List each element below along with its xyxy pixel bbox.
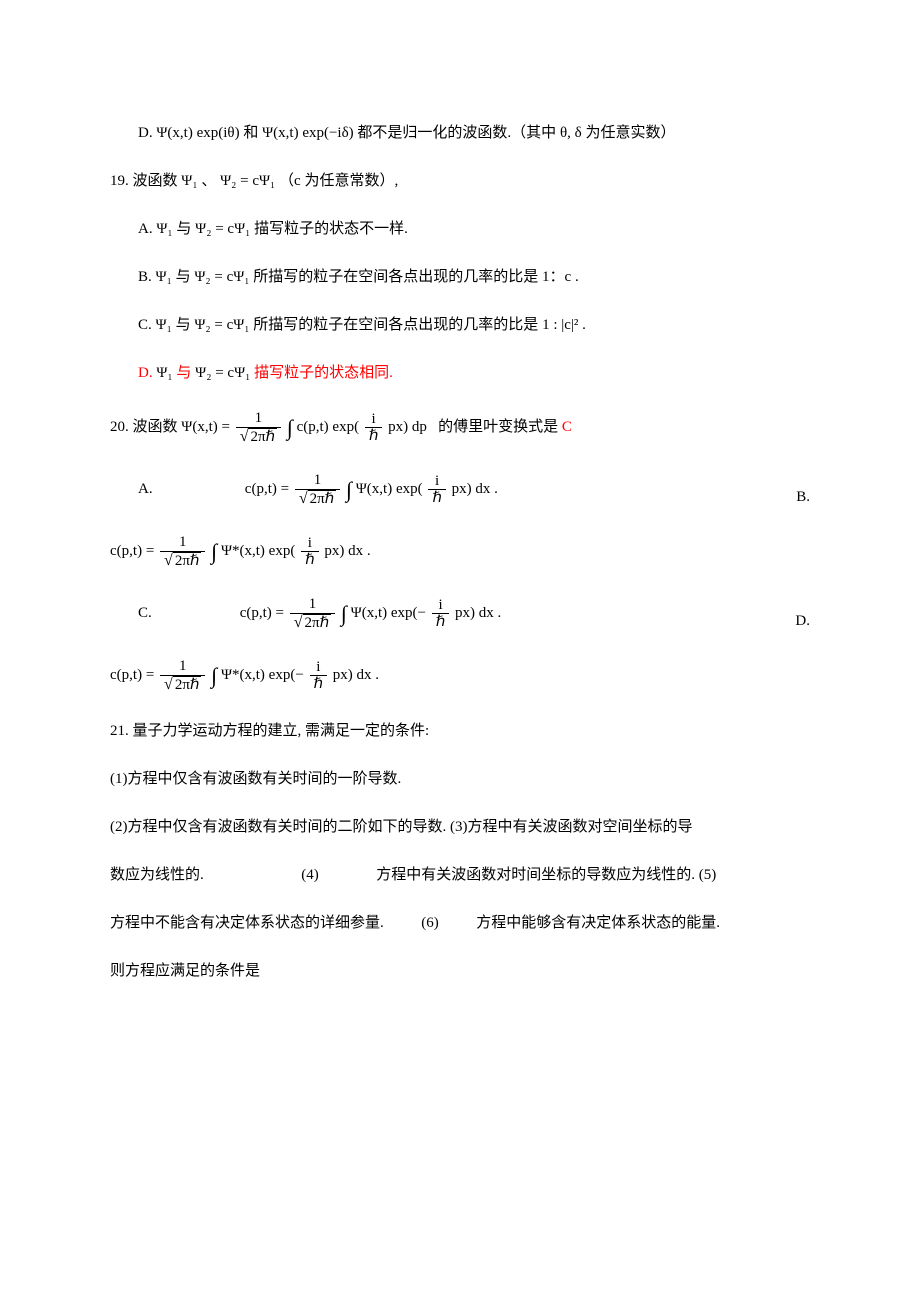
psi: Ψ₂ = cΨ₁	[194, 269, 249, 285]
denominator: ℏ	[365, 427, 383, 445]
expr: Ψ(x,t) exp(−iδ)	[262, 125, 354, 141]
text: 与	[176, 317, 195, 333]
psi: Ψ₁	[156, 221, 172, 237]
q21-tail: 则方程应满足的条件是	[110, 956, 810, 986]
q19-option-b: B. Ψ₁ 与 Ψ₂ = cΨ₁ 所描写的粒子在空间各点出现的几率的比是 1：c…	[110, 262, 810, 292]
vars: θ, δ	[560, 125, 582, 141]
denominator: 2πℏ	[236, 427, 281, 446]
prev-question-option-d: D. Ψ(x,t) exp(iθ) 和 Ψ(x,t) exp(−iδ) 都不是归…	[110, 118, 810, 148]
q21-cond-1: (1)方程中仅含有波函数有关时间的一阶导数.	[110, 764, 810, 794]
opt-label: D.	[138, 365, 156, 381]
psi2c: Ψ₂ = cΨ₁	[220, 173, 275, 189]
psi: Ψ₁	[156, 317, 172, 333]
text: 与	[176, 221, 195, 237]
ratio: 1 : |c|²	[542, 317, 578, 333]
psi: Ψ₂ = cΨ₁	[195, 365, 250, 381]
text: 19. 波函数	[110, 173, 181, 189]
q21-cond-line2: 方程中不能含有决定体系状态的详细参量. (6) 方程中能够含有决定体系状态的能量…	[110, 908, 810, 938]
text: 的傅里叶变换式是	[438, 419, 558, 435]
psi: Ψ₂ = cΨ₁	[194, 317, 249, 333]
opt-label: C.	[138, 317, 156, 333]
q21-cond-line: 数应为线性的. (4) 方程中有关波函数对时间坐标的导数应为线性的. (5)	[110, 860, 810, 890]
fraction: i ℏ	[365, 411, 383, 445]
psi: Ψ₂ = cΨ₁	[195, 221, 250, 237]
text: 描写粒子的状态不一样.	[254, 221, 408, 237]
text: 方程中有关波函数对时间坐标的导数应为线性的. (5)	[376, 867, 716, 883]
opt-label: B.	[796, 482, 810, 512]
text: 为任意实数）	[585, 125, 675, 141]
text: 描写粒子的状态相同.	[254, 365, 393, 381]
q20-eq-b: c(p,t) = 12πℏ ∫ Ψ*(x,t) exp( iℏ px) dx .	[110, 530, 810, 574]
text: （c 为任意常数）,	[279, 173, 398, 189]
opt-label: D.	[795, 606, 810, 636]
text: 方程中能够含有决定体系状态的能量.	[476, 915, 720, 931]
psi: Ψ₁	[156, 269, 172, 285]
opt-label: A.	[110, 474, 153, 504]
text: 和	[243, 125, 262, 141]
text: 数应为线性的.	[110, 867, 204, 883]
text: 与	[176, 365, 195, 381]
q19-option-c: C. Ψ₁ 与 Ψ₂ = cΨ₁ 所描写的粒子在空间各点出现的几率的比是 1 :…	[110, 310, 810, 340]
q20-option-c-line: C. c(p,t) = 12πℏ ∫ Ψ(x,t) exp(− iℏ px) d…	[110, 592, 810, 636]
q19-option-d-correct: D. Ψ₁ 与 Ψ₂ = cΨ₁ 描写粒子的状态相同.	[110, 358, 810, 388]
text: 与	[176, 269, 195, 285]
opt-label: C.	[110, 598, 152, 628]
q19-stem: 19. 波函数 Ψ₁ 、 Ψ₂ = cΨ₁ （c 为任意常数）,	[110, 166, 810, 196]
q20-eq-c: c(p,t) = 12πℏ ∫ Ψ(x,t) exp(− iℏ px) dx .	[156, 592, 586, 636]
text: (6)	[421, 915, 439, 931]
expr: Ψ(x,t) exp(iθ)	[156, 125, 239, 141]
integrand: c(p,t) exp(	[297, 419, 359, 435]
integral-sign: ∫	[287, 415, 293, 440]
q20-option-a-line: A. c(p,t) = 12πℏ ∫ Ψ(x,t) exp( iℏ px) dx…	[110, 468, 810, 512]
integrand-tail: px) dp	[388, 419, 427, 435]
psi1: Ψ₁	[181, 173, 197, 189]
text: (4)	[301, 867, 319, 883]
text: 所描写的粒子在空间各点出现的几率的比是 1：c .	[253, 269, 578, 285]
psi: Ψ₁	[156, 365, 172, 381]
q20-eq-a: c(p,t) = 12πℏ ∫ Ψ(x,t) exp( iℏ px) dx .	[156, 468, 586, 512]
q19-option-a: A. Ψ₁ 与 Ψ₂ = cΨ₁ 描写粒子的状态不一样.	[110, 214, 810, 244]
paper-page: D. Ψ(x,t) exp(iθ) 和 Ψ(x,t) exp(−iδ) 都不是归…	[0, 0, 920, 1302]
q21-stem: 21. 量子力学运动方程的建立, 需满足一定的条件:	[110, 716, 810, 746]
opt-label: B.	[138, 269, 156, 285]
text: 都不是归一化的波函数.（其中	[357, 125, 560, 141]
q20-stem: 20. 波函数 Ψ(x,t) = 1 2πℏ ∫ c(p,t) exp( i ℏ…	[110, 406, 810, 450]
answer-letter: C	[562, 419, 572, 435]
numerator: 1	[236, 410, 281, 427]
text: 、	[201, 173, 216, 189]
text: 方程中不能含有决定体系状态的详细参量.	[110, 915, 384, 931]
text: 所描写的粒子在空间各点出现的几率的比是	[253, 317, 542, 333]
eq-lhs: Ψ(x,t) =	[181, 419, 233, 435]
opt-label: A.	[138, 221, 156, 237]
text: .	[582, 317, 586, 333]
opt-label: D.	[138, 125, 156, 141]
q20-eq-d: c(p,t) = 12πℏ ∫ Ψ*(x,t) exp(− iℏ px) dx …	[110, 654, 810, 698]
numerator: i	[365, 411, 383, 428]
text: 20. 波函数	[110, 419, 178, 435]
q21-cond-2-3: (2)方程中仅含有波函数有关时间的二阶如下的导数. (3)方程中有关波函数对空间…	[110, 812, 810, 842]
fraction: 1 2πℏ	[236, 410, 281, 445]
